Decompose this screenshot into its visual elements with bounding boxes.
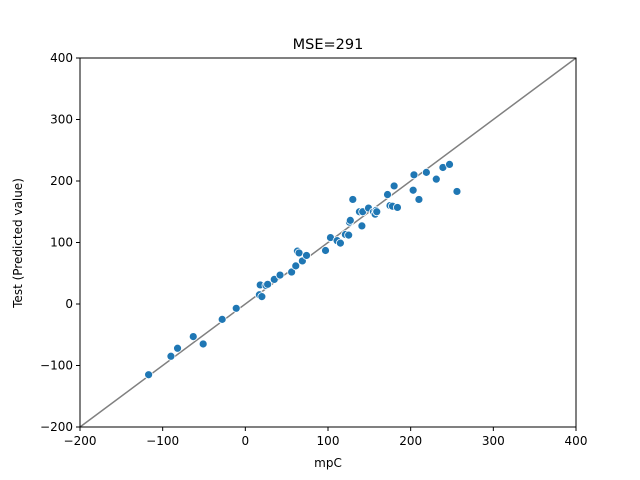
data-point [348,195,358,204]
data-point [291,261,301,271]
chart-title: MSE=291 [293,37,364,53]
y-axis-label: Test (Predicted value) [11,178,25,309]
x-tick-label: −200 [64,434,97,448]
x-tick-label: 200 [399,434,422,448]
data-point [294,248,304,258]
y-tick-label: 400 [50,51,73,65]
data-point [275,270,285,280]
x-tick-label: −100 [146,434,179,448]
data-point [257,292,267,302]
data-point [269,274,279,284]
y-tick-label: 0 [65,297,73,311]
data-point [321,246,330,255]
data-point [198,339,208,349]
data-point [344,230,354,240]
y-tick-label: −200 [40,420,73,434]
identity-reference-line [79,57,577,428]
data-point [372,207,382,217]
x-axis-label: mpC [314,456,342,470]
data-point [287,267,297,277]
data-point [414,195,424,204]
y-tick-label: 100 [50,236,73,250]
data-point [409,170,419,180]
data-point [263,279,273,289]
data-point [389,181,399,191]
plot-frame [79,57,577,428]
data-point [393,203,402,212]
data-point [302,251,311,260]
data-point [188,332,198,341]
x-tick-label: 300 [482,434,505,448]
data-point [144,370,154,380]
data-point [345,215,355,225]
data-point [408,185,418,195]
y-tick-label: 200 [50,174,73,188]
axis-ticks: −200 −100 0 100 200 300 400 −200 −100 0 100 200 300 4… [40,51,587,448]
y-tick-label: 300 [50,113,73,127]
x-tick-label: 400 [565,434,588,448]
data-points [144,159,462,380]
y-tick-label: −100 [40,359,73,373]
x-tick-label: 0 [242,434,250,448]
data-point [231,303,241,313]
data-point [335,238,345,248]
data-point [217,314,227,324]
data-point [452,187,462,196]
data-point [357,221,367,231]
x-tick-label: 100 [317,434,340,448]
data-point [445,159,454,169]
reference-line-group [79,57,577,428]
data-point [421,167,431,177]
data-point [431,174,441,184]
data-point [173,343,182,353]
data-point [383,190,392,199]
data-point [166,351,176,361]
